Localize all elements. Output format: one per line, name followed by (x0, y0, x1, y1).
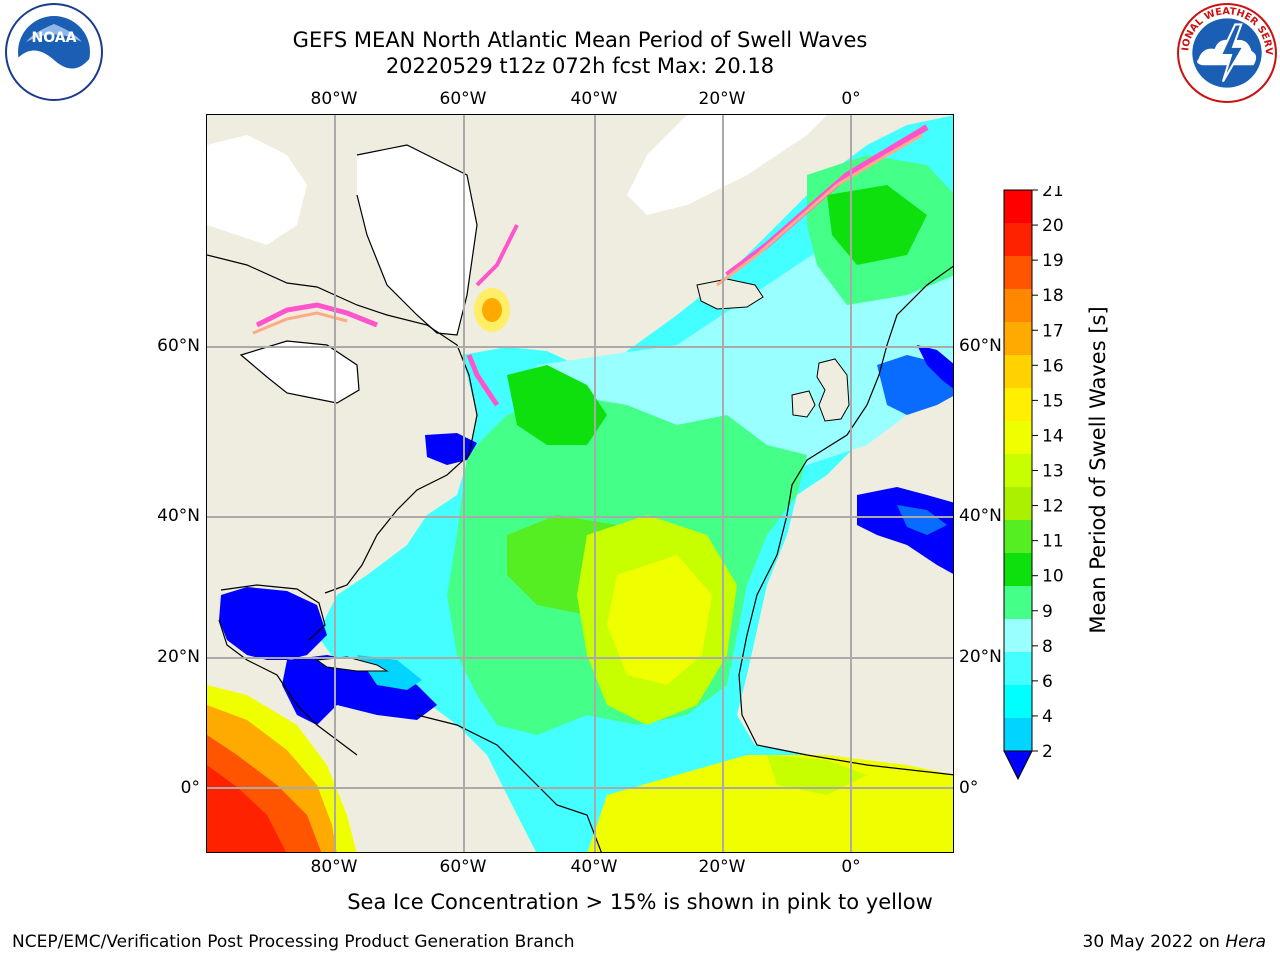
colorbar-tick-label: 12 (1042, 497, 1064, 517)
coastline-hudson (239, 340, 360, 404)
lon-tick-bottom: 80°W (310, 857, 358, 877)
colorbar-segment (1004, 421, 1032, 455)
colorbar-tick-label: 13 (1042, 462, 1064, 482)
colorbar-tick-label: 11 (1042, 532, 1064, 552)
lon-tick-bottom: 40°W (570, 857, 618, 877)
colorbar-segment (1004, 487, 1032, 521)
map-canvas (207, 115, 953, 852)
colorbar-tick-label: 21 (1042, 186, 1064, 201)
lon-tick-top: 40°W (570, 89, 618, 109)
great-britain (816, 358, 850, 422)
forecast-subtitle: 20220529 t12z 072h fcst Max: 20.18 (385, 54, 775, 78)
colorbar-segment (1004, 190, 1032, 224)
footer-date-text: 30 May 2022 on (1082, 932, 1220, 952)
colorbar-tick-label: 6 (1042, 672, 1053, 692)
south-atlantic-yellow (587, 755, 953, 852)
colorbar-tick-label: 16 (1042, 356, 1064, 376)
colorbar-tick-label: 14 (1042, 426, 1064, 446)
colorbar-tick-label: 19 (1042, 251, 1064, 271)
colorbar-segment (1004, 520, 1032, 554)
colorbar-tick-label: 10 (1042, 567, 1064, 587)
colorbar-segment (1004, 388, 1032, 422)
colorbar-segment (1004, 619, 1032, 653)
colorbar-segment (1004, 289, 1032, 323)
baltic-sea (917, 345, 953, 389)
colorbar-segment (1004, 454, 1032, 488)
ocean-green-patch (507, 365, 607, 445)
coastline-north-america (207, 254, 478, 594)
coastline-europe-africa (738, 265, 953, 776)
mediterranean-sea (857, 487, 953, 574)
ocean-yellow (607, 555, 712, 685)
gulf-of-mexico (219, 587, 327, 660)
sea-ice-east-greenland-outer (716, 133, 923, 287)
colorbar-segment (1004, 685, 1032, 719)
colorbar-segment (1004, 586, 1032, 620)
south-atlantic-yellow-2 (767, 755, 867, 795)
footer-host: Hera (1225, 932, 1266, 952)
colorbar-segment (1004, 553, 1032, 587)
coastline-central-america (218, 619, 358, 756)
sea-ice-labrador (466, 354, 500, 407)
lon-tick-bottom: 0° (841, 857, 861, 877)
caribbean-sea (282, 655, 437, 725)
colorbar-segment (1004, 652, 1032, 686)
lat-tick-left: 40°N (157, 506, 200, 526)
footer-credit: NCEP/EMC/Verification Post Processing Pr… (12, 932, 575, 952)
coastline-gulf (220, 584, 326, 641)
colorbar-tick-label: 15 (1042, 391, 1064, 411)
colorbar-tick-label: 17 (1042, 321, 1064, 341)
coastline-south-america (416, 714, 602, 852)
lon-tick-bottom: 60°W (439, 857, 487, 877)
lon-tick-top: 0° (841, 89, 861, 109)
lat-tick-left: 60°N (157, 336, 200, 356)
noaa-logo-text: NOAA (32, 30, 77, 46)
coastline-greenland (356, 144, 478, 336)
colorbar-tick-label: 20 (1042, 216, 1064, 236)
hudson-bay (241, 341, 359, 403)
ireland (791, 390, 816, 418)
lat-tick-right: 40°N (959, 506, 1002, 526)
swell-period-map (206, 114, 954, 853)
pacific-red (207, 765, 286, 852)
graticule (207, 115, 953, 852)
iceland (696, 278, 764, 310)
colorbar-tick-label: 2 (1042, 742, 1053, 762)
sea-ice-davis (475, 224, 519, 287)
lon-tick-top: 80°W (310, 89, 358, 109)
lon-tick-top: 20°W (698, 89, 746, 109)
colorbar-extend-min (1003, 750, 1033, 781)
greenland (357, 145, 477, 335)
lat-tick-right: 20°N (959, 647, 1002, 667)
lon-tick-bottom: 20°W (698, 857, 746, 877)
sea-ice-hudson (255, 302, 378, 328)
colorbar-tick-label: 18 (1042, 286, 1064, 306)
colorbar-tick-label: 8 (1042, 637, 1053, 657)
colorbar-segment (1004, 718, 1032, 752)
colorbar: 2 4 6 8 9 10 11 12 13 14 15 16 17 18 19 20 21 (1003, 186, 1064, 781)
lat-tick-right: 0° (959, 778, 979, 798)
colorbar-segment (1004, 355, 1032, 389)
nws-logo: NATIONAL WEATHER SERVICE (1176, 2, 1277, 103)
sea-ice-hudson-outer (252, 311, 348, 335)
sea-ice-baffin-patch-inner (482, 298, 502, 322)
footer-date: 30 May 2022 on Hera (1083, 932, 1267, 952)
sea-ice-caption: Sea Ice Concentration > 15% is shown in … (347, 890, 933, 914)
arctic-ocean (627, 115, 827, 215)
lat-tick-right: 60°N (959, 336, 1002, 356)
colorbar-tick-label: 9 (1042, 602, 1053, 622)
chart-title: GEFS MEAN North Atlantic Mean Period of … (292, 28, 868, 52)
noaa-logo: NOAA (5, 3, 103, 101)
colorbar-segment (1004, 256, 1032, 290)
mediterranean-cyan (897, 505, 947, 535)
lat-tick-left: 0° (180, 778, 200, 798)
colorbar-segment (1004, 322, 1032, 356)
colorbar-label: Mean Period of Swell Waves [s] (1086, 306, 1110, 634)
lon-tick-top: 60°W (439, 89, 487, 109)
colorbar-tick-label: 4 (1042, 707, 1053, 727)
arctic-islands (207, 135, 307, 245)
lat-tick-left: 20°N (157, 647, 200, 667)
colorbar-segment (1004, 223, 1032, 257)
